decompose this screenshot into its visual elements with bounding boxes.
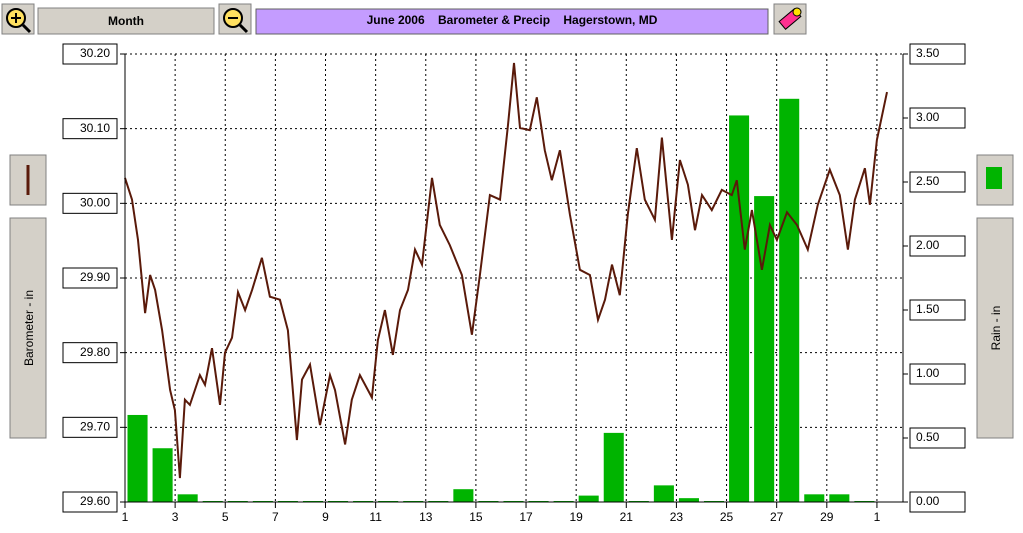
y-tick-box [62, 342, 118, 364]
y2-tick-label: 0.00 [916, 494, 940, 508]
y2label-button[interactable]: Rain - in [976, 217, 1014, 439]
x-tick-label: 1 [874, 510, 881, 524]
y2-tick-box [909, 299, 966, 321]
rain-bar [779, 98, 800, 503]
x-tick-label: 11 [369, 510, 382, 524]
chart-title: June 2006 Barometer & Precip Hagerstown,… [367, 13, 658, 27]
x-tick-label: 9 [322, 510, 329, 524]
y-tick-box [62, 118, 118, 140]
y2-tick-box [909, 43, 966, 65]
x-tick-label: 5 [222, 510, 229, 524]
rain-bar [678, 498, 699, 502]
rain-bar [829, 494, 850, 502]
plot: 29.60 29.70 29.80 29.90 30.00 30.10 30.20 0.00 0… [62, 43, 966, 524]
y2-tick-box [909, 363, 966, 385]
rain-bar [653, 485, 674, 502]
x-tick-label: 27 [770, 510, 784, 524]
y-tick-label: 29.70 [80, 420, 110, 434]
rain-bar [578, 495, 599, 502]
clear-button[interactable] [773, 3, 807, 35]
rain-bar [127, 414, 148, 502]
x-tick-label: 23 [670, 510, 684, 524]
y-axis-label: Barometer - in [22, 290, 36, 366]
x-tick-label: 21 [620, 510, 634, 524]
x-tick-label: 19 [569, 510, 583, 524]
y2-tick-label: 2.00 [916, 238, 940, 252]
rain-bar [804, 494, 825, 502]
y2-tick-box [909, 491, 966, 513]
y-tick-box [62, 192, 118, 214]
y-tick-box [62, 43, 118, 65]
x-tick-label: 17 [519, 510, 533, 524]
y-tick-label: 29.60 [80, 494, 110, 508]
y2-tick-label: 1.00 [916, 366, 940, 380]
y2-tick-label: 3.50 [916, 46, 940, 60]
y-tick-label: 30.10 [80, 121, 110, 135]
y2-tick-label: 3.00 [916, 110, 940, 124]
x-tick-label: 7 [272, 510, 279, 524]
rain-bar [603, 432, 624, 502]
y-tick-label: 30.20 [80, 46, 110, 60]
y-tick-label: 29.80 [80, 345, 110, 359]
y-tick-label: 29.90 [80, 270, 110, 284]
period-label: Month [108, 14, 144, 28]
barometer-legend[interactable] [9, 154, 47, 206]
y2-tick-box [909, 107, 966, 129]
rain-bar [177, 494, 198, 502]
y2-tick-label: 1.50 [916, 302, 940, 316]
rain-legend[interactable] [976, 154, 1014, 206]
y2-tick-label: 2.50 [916, 174, 940, 188]
y-tick-box [62, 267, 118, 289]
y2-axis-label: Rain - in [989, 306, 1003, 351]
zoom-out-button[interactable] [218, 3, 252, 35]
rain-bar [453, 489, 474, 502]
zoom-in-button[interactable] [1, 3, 35, 35]
x-tick-label: 3 [172, 510, 179, 524]
period-button[interactable]: Month [37, 7, 215, 35]
y-tick-label: 30.00 [80, 196, 110, 210]
y2-tick-label: 0.50 [916, 430, 940, 444]
y2-tick-box [909, 427, 966, 449]
x-tick-label: 15 [469, 510, 483, 524]
y2-tick-box [909, 235, 966, 257]
x-tick-label: 29 [820, 510, 834, 524]
x-tick-label: 13 [419, 510, 433, 524]
barometer-line [124, 62, 888, 479]
y-tick-box [62, 491, 118, 513]
rain-bar [754, 196, 775, 502]
x-tick-label: 1 [122, 510, 129, 524]
y2-tick-box [909, 171, 966, 193]
y-tick-box [62, 416, 118, 438]
rain-bar [729, 115, 750, 502]
x-tick-label: 25 [720, 510, 734, 524]
title-bar [255, 8, 769, 35]
rain-bar [152, 448, 173, 502]
ylabel-button[interactable]: Barometer - in [9, 217, 47, 439]
